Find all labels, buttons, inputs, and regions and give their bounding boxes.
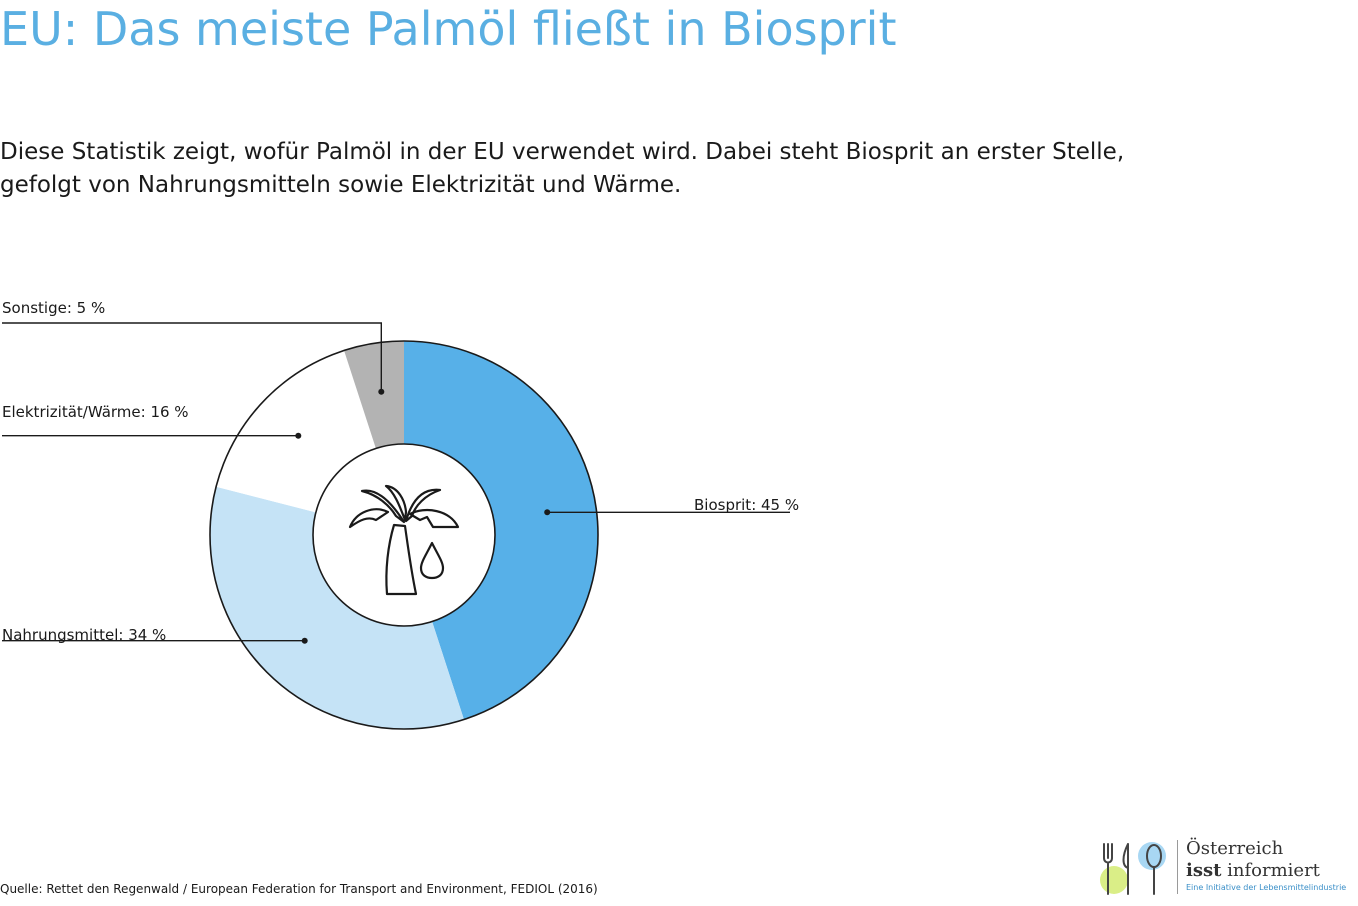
label-leaders [2, 322, 790, 644]
label-nahrungsmittel: Nahrungsmittel: 34 % [2, 626, 166, 644]
subtitle-line-2: gefolgt von Nahrungsmitteln sowie Elektr… [0, 172, 682, 198]
page-title: EU: Das meiste Palmöl fließt in Biosprit [0, 2, 897, 56]
leader-elektrizitaet-waerme-dot [295, 432, 302, 439]
leader-biosprit-dot [544, 509, 551, 516]
label-elektrizitaet-waerme: Elektrizität/Wärme: 16 % [2, 403, 189, 421]
logo-divider [1177, 840, 1178, 894]
page-subtitle: Diese Statistik zeigt, wofür Palmöl in d… [0, 136, 1124, 202]
palm-oil-icon [348, 484, 460, 596]
subtitle-line-1: Diese Statistik zeigt, wofür Palmöl in d… [0, 139, 1125, 165]
slice-biosprit [404, 341, 598, 720]
leader-biosprit [544, 509, 790, 516]
logo-tagline: Eine Initiative der Lebensmittelindustri… [1186, 883, 1347, 892]
leader-sonstige-dot [378, 388, 385, 395]
donut-hole [312, 443, 496, 627]
logo-line-2-rest: informiert [1221, 860, 1320, 881]
donut-outline [209, 340, 599, 730]
leader-elektrizitaet-waerme [2, 432, 302, 439]
leader-nahrungsmittel-dot [301, 637, 308, 644]
label-biosprit: Biosprit: 45 % [694, 496, 799, 514]
logo-text: Österreich isst informiert Eine Initiati… [1186, 838, 1346, 894]
logo-line-1: Österreich [1186, 838, 1284, 859]
slice-labels: Biosprit: 45 % Nahrungsmittel: 34 % Elek… [2, 299, 799, 644]
leader-sonstige [2, 322, 385, 395]
logo-bold-word: isst [1186, 860, 1222, 881]
source-note: Quelle: Rettet den Regenwald / European … [0, 882, 598, 896]
brand-logo: Österreich isst informiert Eine Initiati… [1098, 836, 1346, 898]
leader-sonstige-line [2, 322, 382, 392]
cutlery-icon [1100, 842, 1166, 895]
logo-line-2: isst informiert [1186, 860, 1346, 882]
leader-nahrungsmittel [2, 637, 308, 644]
label-sonstige: Sonstige: 5 % [2, 299, 105, 317]
